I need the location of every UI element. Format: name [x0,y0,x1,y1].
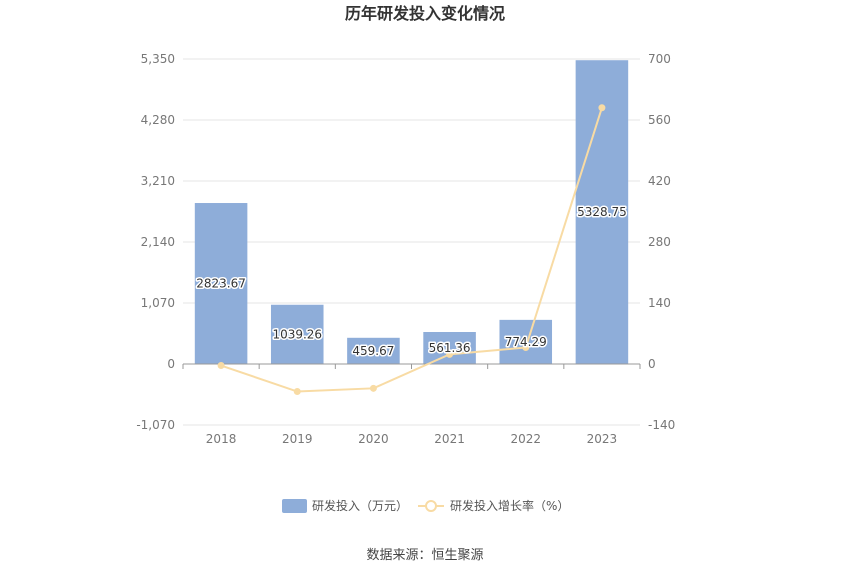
bar [423,331,476,364]
line-point [369,384,377,392]
legend-swatch-line-marker [425,500,437,512]
left-tick-label: 5,350 [141,52,175,66]
bar-data-label: 561.36 [429,341,471,355]
left-tick-label: 4,280 [141,113,175,127]
chart-title: 历年研发投入变化情况 [345,4,505,23]
line-point [522,343,530,351]
grid-lines [183,58,640,426]
x-tick-label: 2022 [510,432,541,446]
bar-data-label: 5328.75 [577,205,627,219]
growth-line [220,107,603,393]
line-point [598,104,606,112]
right-y-axis: 700 560 420 280 140 0 -140 [648,52,675,432]
legend-swatch-bar [282,499,307,513]
left-tick-label: -1,070 [136,418,175,432]
bar [499,319,553,364]
left-y-axis: 5,350 4,280 3,210 2,140 1,070 0 -1,070 [136,52,175,432]
bar [194,203,248,364]
bar-series [194,60,629,364]
left-tick-label: 0 [167,357,175,371]
right-tick-label: 420 [648,174,671,188]
left-tick-label: 1,070 [141,296,175,310]
right-tick-label: 0 [648,357,656,371]
x-tick-label: 2020 [358,432,389,446]
right-tick-label: 700 [648,52,671,66]
right-tick-label: 280 [648,235,671,249]
data-source: 数据来源：恒生聚源 [366,548,483,563]
right-tick-label: -140 [648,418,675,432]
bar [270,304,324,364]
x-axis: 2018 2019 2020 2021 2022 2023 [182,363,641,446]
line-point [446,350,454,358]
line-point [293,388,301,396]
left-tick-label: 3,210 [141,174,175,188]
bar-data-label: 459.67 [352,344,394,358]
x-tick-label: 2023 [587,432,618,446]
bar-data-label: 2823.67 [196,277,246,291]
legend-label-bar: 研发投入（万元） [312,498,408,513]
x-tick-label: 2021 [434,432,465,446]
line-point [217,362,225,370]
right-tick-label: 140 [648,296,671,310]
x-tick-label: 2019 [282,432,313,446]
bar-data-label: 774.29 [505,335,547,349]
legend-label-line: 研发投入增长率（%） [450,498,569,513]
line-series [217,104,606,396]
bar-data-label: 1039.26 [272,327,322,341]
bar [347,337,400,364]
left-tick-label: 2,140 [141,235,175,249]
legend: 研发投入（万元） 研发投入增长率（%） [282,498,569,513]
right-tick-label: 560 [648,113,671,127]
x-tick-label: 2018 [206,432,237,446]
bar-data-labels: 2823.67 1039.26 459.67 561.36 774.29 5328.75 [195,204,628,360]
